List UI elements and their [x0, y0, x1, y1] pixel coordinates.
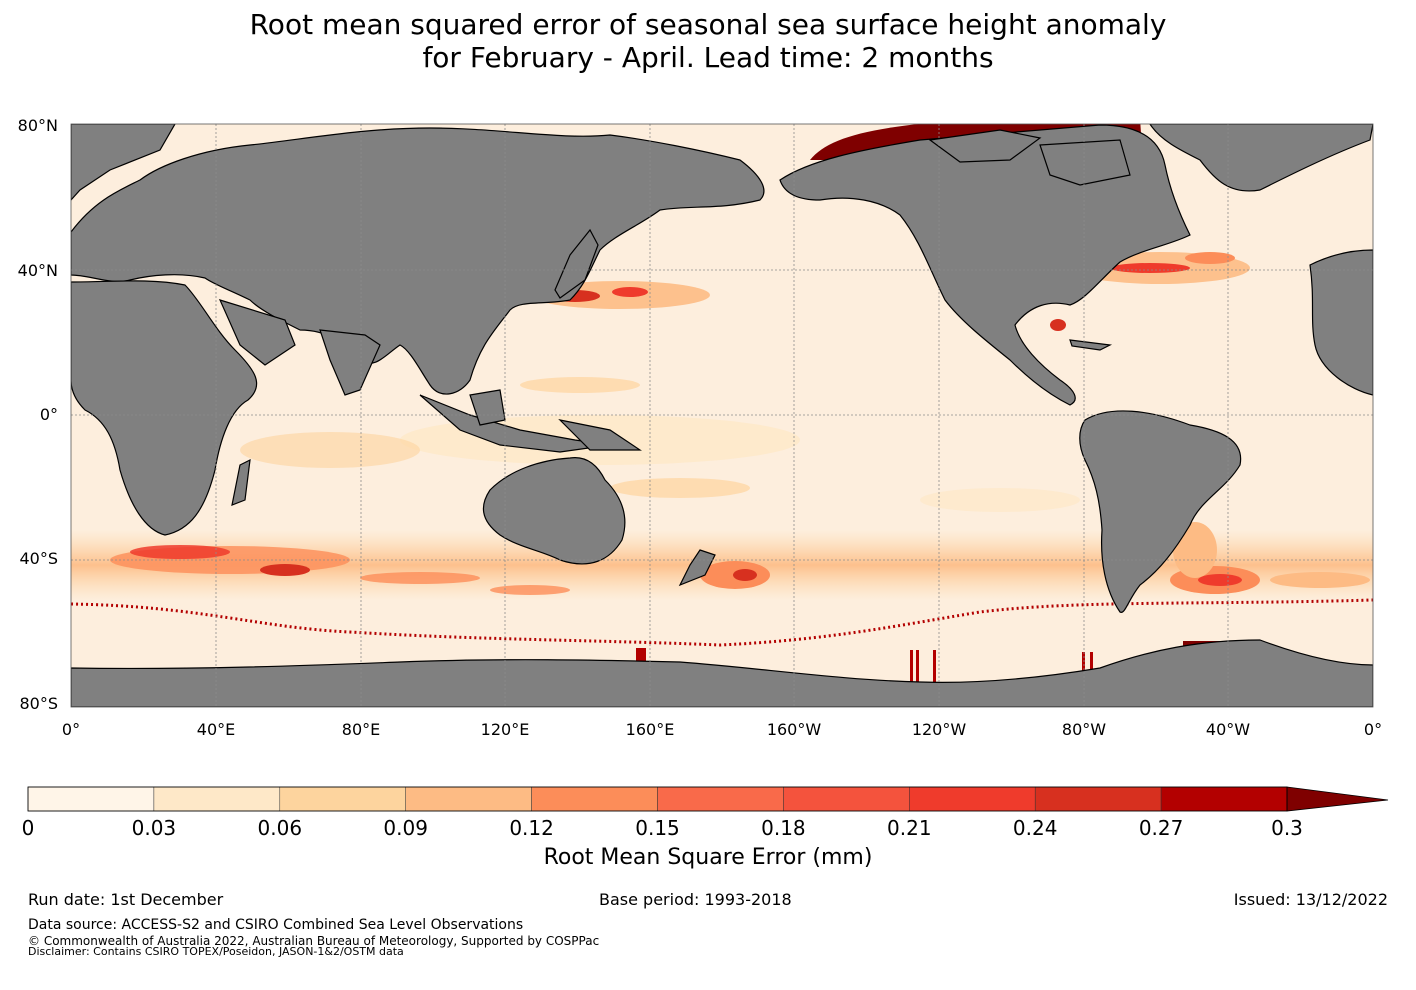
- colorbar-segment: [27, 786, 155, 812]
- lon-label-0-left: 0°: [61, 720, 81, 739]
- scandinavia: [71, 124, 176, 201]
- colorbar-tick-label: 0.21: [887, 816, 932, 840]
- colorbar-segment: [1160, 786, 1288, 812]
- colorbar-label: Root Mean Square Error (mm): [543, 845, 873, 870]
- lat-label-40s: 40°S: [19, 549, 58, 568]
- colorbar-segment: [909, 786, 1036, 812]
- lon-label-0-right: 0°: [1363, 720, 1383, 739]
- title-line-2: for February - April. Lead time: 2 month…: [422, 41, 994, 74]
- africa: [71, 280, 258, 536]
- arctic-islands-2: [1039, 139, 1131, 186]
- south-america: [1079, 410, 1242, 613]
- colorbar-tick-label: 0.06: [257, 816, 303, 840]
- colorbar: [27, 786, 1389, 812]
- colorbar-tick-label: 0.24: [1012, 816, 1058, 840]
- title-line-1: Root mean squared error of seasonal sea …: [249, 8, 1167, 41]
- lon-label-80w: 80°W: [1061, 720, 1107, 739]
- lon-label-160w: 160°W: [766, 720, 822, 739]
- issued-date: Issued: 13/12/2022: [1233, 890, 1388, 909]
- colorbar-segment: [783, 786, 910, 812]
- lon-label-40w: 40°W: [1205, 720, 1251, 739]
- lat-label-80n: 80°N: [17, 116, 58, 135]
- lat-label-40n: 40°N: [17, 261, 58, 280]
- base-period: Base period: 1993-2018: [599, 890, 792, 909]
- colorbar-segment: [1034, 786, 1162, 812]
- new-zealand: [678, 549, 716, 587]
- colorbar-segment: [279, 786, 406, 812]
- lat-label-80s: 80°S: [19, 694, 58, 713]
- colorbar-tick-label: 0.18: [761, 816, 806, 840]
- lon-label-80e: 80°E: [341, 720, 381, 739]
- data-source: Data source: ACCESS-S2 and CSIRO Combine…: [28, 917, 524, 933]
- gridlines: [71, 124, 1373, 707]
- colorbar-segment: [405, 786, 532, 812]
- colorbar-extend-arrow: [1286, 786, 1389, 812]
- chart-title: Root mean squared error of seasonal sea …: [0, 8, 1416, 74]
- india: [319, 329, 381, 396]
- land-masses: [71, 124, 1373, 707]
- colorbar-tick-label: 0.27: [1138, 816, 1184, 840]
- copyright: © Commonwealth of Australia 2022, Austra…: [28, 934, 600, 948]
- madagascar: [231, 458, 251, 506]
- antarctica: [71, 639, 1373, 707]
- lon-label-120e: 120°E: [480, 720, 530, 739]
- europe-west: [1309, 249, 1373, 396]
- colorbar-tick-label: 0: [21, 816, 35, 840]
- colorbar-segment: [531, 786, 658, 812]
- australia: [482, 457, 626, 565]
- colorbar-tick-label: 0.03: [131, 816, 177, 840]
- japan: [554, 228, 599, 299]
- map-frame: [70, 123, 1374, 708]
- lon-label-40e: 40°E: [196, 720, 236, 739]
- run-date: Run date: 1st December: [28, 890, 224, 909]
- colorbar-tick-label: 0.15: [635, 816, 680, 840]
- greenland: [1149, 124, 1373, 192]
- colorbar-tick-label: 0.12: [509, 816, 554, 840]
- lat-label-0: 0°: [39, 405, 58, 424]
- north-america: [779, 124, 1191, 406]
- lon-label-160e: 160°E: [625, 720, 675, 739]
- colorbar-segment: [657, 786, 784, 812]
- new-guinea: [558, 419, 642, 451]
- colorbar-tick-label: 0.09: [383, 816, 428, 840]
- disclaimer: Disclaimer: Contains CSIRO TOPEX/Poseido…: [28, 945, 404, 958]
- arctic-islands: [928, 129, 1042, 163]
- arabia: [218, 299, 296, 366]
- lon-label-120w: 120°W: [911, 720, 967, 739]
- colorbar-frame: [27, 786, 1288, 812]
- cuba: [1069, 339, 1113, 351]
- colorbar-segment: [153, 786, 281, 812]
- colorbar-tick-label: 0.3: [1271, 816, 1303, 840]
